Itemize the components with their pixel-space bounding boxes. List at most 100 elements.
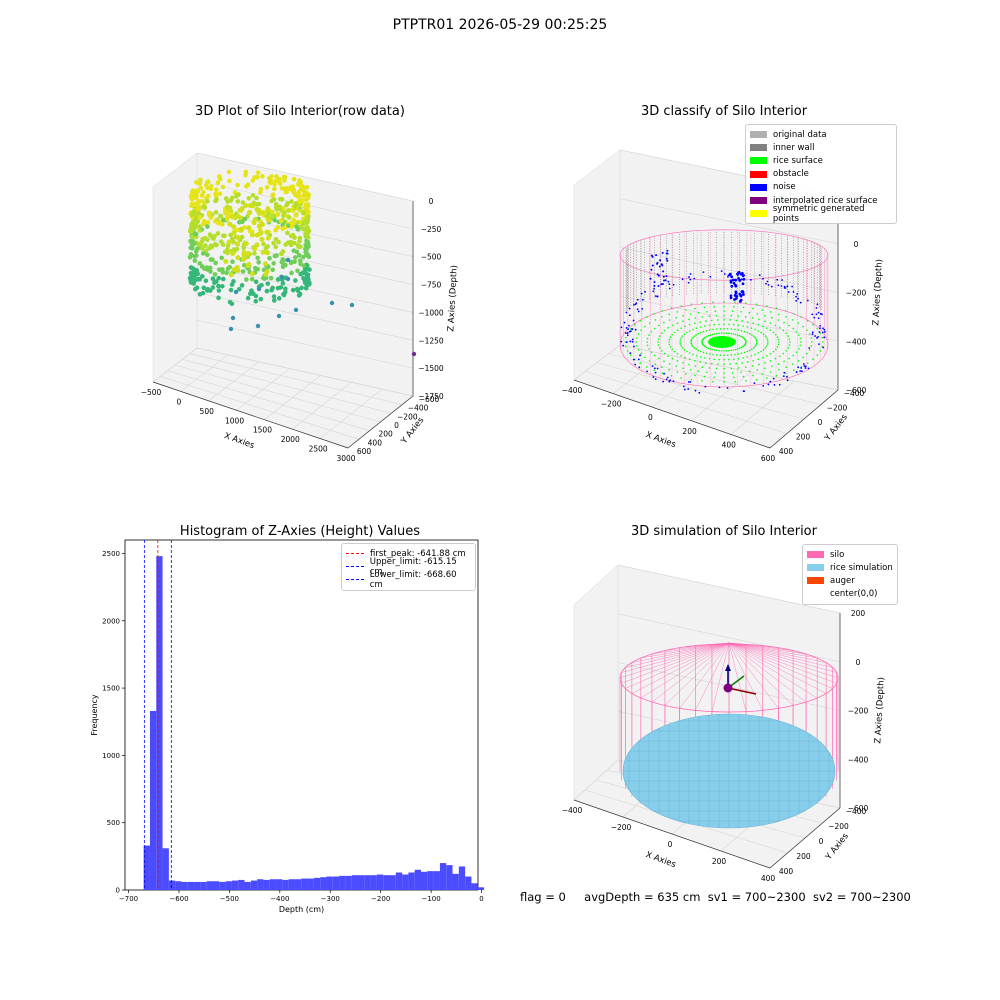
raw-data-point <box>297 238 302 244</box>
raw-data-point <box>205 193 211 199</box>
raw-data-point <box>268 178 274 184</box>
classify-rice-surface-point <box>737 357 740 360</box>
classify-rice-surface-point <box>799 344 802 347</box>
classify-rice-surface-point <box>751 365 754 367</box>
classify-rice-surface-point <box>757 352 760 354</box>
classify-rice-surface-point <box>657 344 660 346</box>
classify-rice-surface-point <box>755 378 758 381</box>
raw-y-axis-line <box>347 395 414 449</box>
classify-rice-surface-point <box>788 344 791 346</box>
classify-rice-surface-point <box>671 348 673 351</box>
classify-rice-surface-point <box>645 366 648 368</box>
raw-data-point <box>205 198 210 204</box>
classify-rice-surface-point <box>645 316 648 318</box>
raw-data-point <box>293 278 298 283</box>
classify-rice-surface-point <box>705 329 708 332</box>
raw-data-point <box>241 245 246 251</box>
classify-noise-point <box>656 295 659 298</box>
raw-data-point <box>228 287 234 293</box>
raw-data-point <box>264 230 270 236</box>
classify-noise-point <box>665 275 668 278</box>
classify-rice-surface-point <box>705 362 707 364</box>
classify-rice-surface-point <box>757 323 760 326</box>
raw-data-point <box>304 205 310 210</box>
raw-data-point <box>213 242 219 248</box>
raw-data-point <box>260 249 266 255</box>
classify-noise-point <box>629 340 632 343</box>
classify-rice-surface-point <box>740 352 743 355</box>
classify-noise-point <box>666 259 669 262</box>
classify-rice-surface-point <box>711 333 714 336</box>
classify-noise-point <box>786 375 788 378</box>
classify-rice-surface-point <box>740 310 742 313</box>
raw-data-point <box>269 287 274 293</box>
classify-rice-surface-point <box>715 332 718 335</box>
classify-x-tick-label: 0 <box>648 413 653 422</box>
classify-rice-surface-point <box>756 369 759 371</box>
classify-noise-point <box>688 276 690 278</box>
classify-noise-point <box>658 265 661 268</box>
raw-outlier-point <box>255 323 261 329</box>
classify-noise-point <box>728 273 732 277</box>
raw-data-point <box>189 196 195 202</box>
raw-data-point <box>297 258 303 264</box>
classify-rice-surface-point <box>810 337 813 339</box>
raw-data-point <box>266 218 272 224</box>
raw-data-point <box>190 234 195 240</box>
classify-legend-label: noise <box>773 182 796 193</box>
classify-noise-point <box>656 273 659 276</box>
classify-rice-surface-point <box>787 335 790 337</box>
classify-rice-surface-point <box>793 312 795 315</box>
classify-rice-surface-point <box>774 357 777 360</box>
classify-rice-surface-point <box>734 353 736 356</box>
classify-rice-surface-point <box>782 329 785 332</box>
classify-rice-surface-point <box>661 366 663 368</box>
raw-data-point <box>198 177 203 183</box>
classify-rice-surface-point <box>808 349 811 351</box>
classify-rice-surface-point <box>637 349 640 351</box>
raw-data-point <box>285 208 291 213</box>
classify-noise-point <box>796 292 799 295</box>
raw-data-point <box>270 209 275 215</box>
sim-legend-item: rice simulation <box>807 561 893 574</box>
classify-rice-surface-point <box>644 356 646 359</box>
classify-rice-surface-point <box>723 301 725 303</box>
classify-noise-point <box>622 344 625 347</box>
raw-data-point <box>274 253 279 258</box>
sim-z-tick-label: −600 <box>848 804 869 813</box>
classify-rice-surface-point <box>688 318 690 321</box>
classify-rice-surface-point <box>757 358 760 361</box>
raw-data-point <box>207 265 213 271</box>
classify-rice-surface-point <box>693 322 696 325</box>
classify-rice-surface-point <box>707 334 710 337</box>
classify-z-tick-label: −400 <box>846 337 867 346</box>
raw-outlier-point <box>329 300 335 306</box>
raw-data-point <box>255 266 260 272</box>
classify-rice-surface-point <box>680 355 682 357</box>
classify-rice-surface-point <box>764 335 767 337</box>
classify-noise-point <box>770 285 773 288</box>
classify-rice-surface-point <box>626 350 629 352</box>
classify-rice-surface-point <box>733 376 735 379</box>
raw-data-point <box>255 255 260 261</box>
raw-data-point <box>280 249 286 254</box>
raw-data-point <box>225 199 230 204</box>
raw-data-point <box>229 214 235 220</box>
classify-legend-label: inner wall <box>773 142 815 153</box>
raw-data-point <box>226 169 232 175</box>
classify-rice-surface-point <box>756 313 759 315</box>
classify-noise-point <box>739 294 743 298</box>
raw-data-point <box>254 242 260 248</box>
raw-data-point <box>249 271 255 277</box>
raw-data-point <box>306 282 312 287</box>
classify-noise-point <box>758 274 761 277</box>
raw-data-point <box>294 202 299 208</box>
classify-rice-surface-point <box>728 349 730 352</box>
classify-rice-surface-point <box>766 345 768 347</box>
classify-rice-surface-point <box>668 363 671 365</box>
raw-y-gridline <box>160 376 359 440</box>
classify-noise-point <box>739 272 743 276</box>
classify-noise-point <box>769 380 772 383</box>
raw-data-point <box>263 245 269 251</box>
raw-data-point <box>204 288 210 293</box>
